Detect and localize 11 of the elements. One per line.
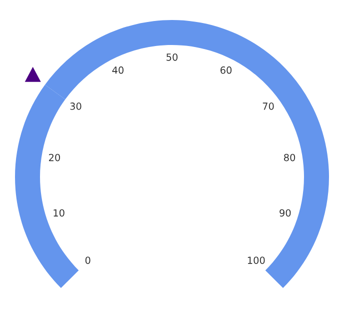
text: 100 [248, 256, 265, 264]
text: 0 [85, 256, 90, 264]
text: 10 [54, 209, 64, 217]
text: 20 [48, 154, 60, 162]
text: 40 [112, 66, 124, 74]
text: 90 [280, 209, 291, 217]
text: 30 [70, 102, 82, 110]
text: 80 [284, 154, 296, 162]
text: 50 [166, 53, 178, 61]
text: 60 [220, 66, 232, 74]
text: 70 [262, 102, 274, 110]
